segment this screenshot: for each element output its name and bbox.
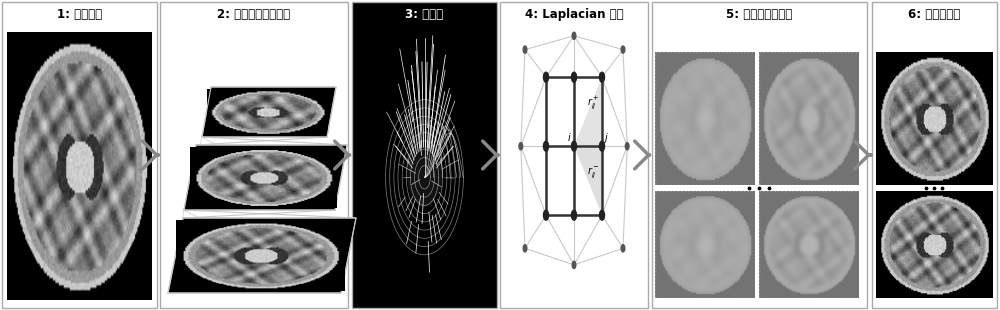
Polygon shape [202,87,336,137]
Text: 1: 输入图像: 1: 输入图像 [57,8,102,21]
Bar [872,2,997,308]
Bar [652,2,867,308]
Text: 5: 数据相关滤波啳: 5: 数据相关滤波啳 [726,8,793,21]
Bar [2,2,157,308]
Bar [160,2,348,308]
Bar [352,2,497,308]
Polygon shape [168,218,356,293]
Text: 3: 网格化: 3: 网格化 [405,8,444,21]
Text: 4: Laplacian 矩阵: 4: Laplacian 矩阵 [525,8,623,21]
Text: 2: 金字塔构建和分块: 2: 金字塔构建和分块 [217,8,291,21]
Bar [500,2,648,308]
Text: 6: 多尺度分解: 6: 多尺度分解 [908,8,961,21]
Polygon shape [184,145,347,210]
